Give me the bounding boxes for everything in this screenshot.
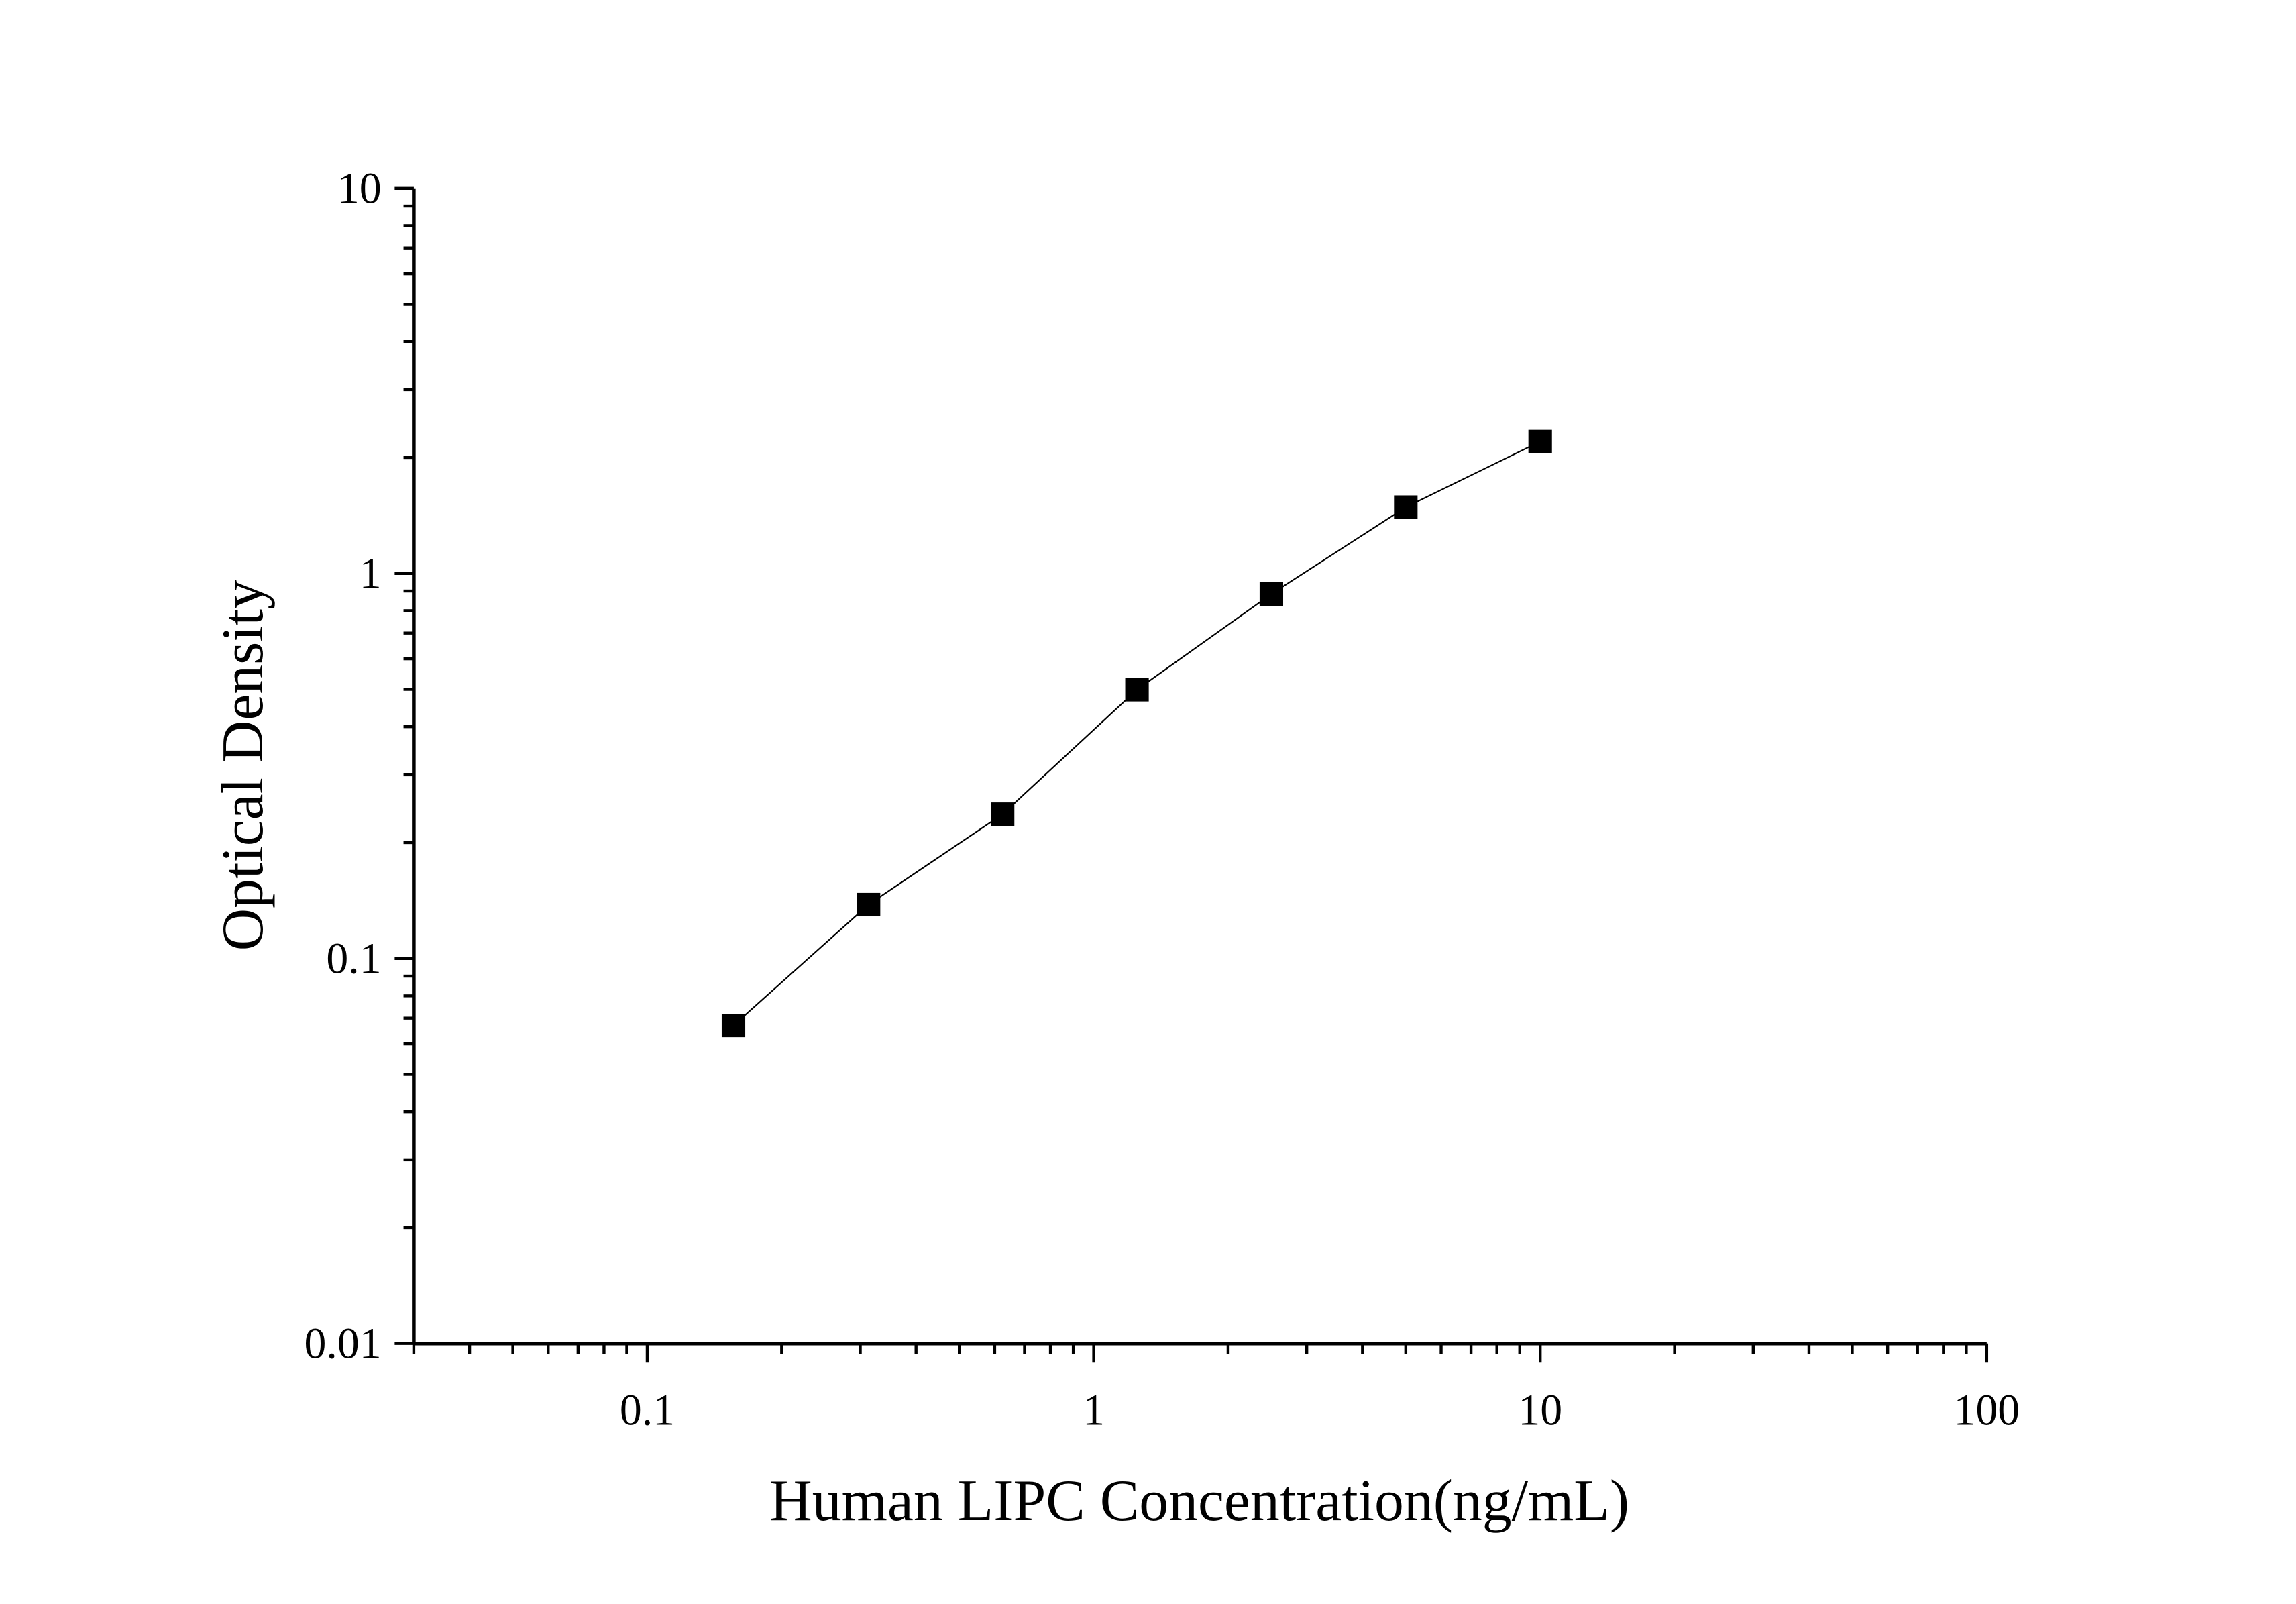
y-axis-label: Optical Density xyxy=(210,580,275,951)
tick-labels: 0.1 1 10 100 0.01 0.1 1 10 xyxy=(304,164,2020,1435)
y-tick-label: 0.1 xyxy=(326,934,381,983)
x-axis-label: Human LIPC Concentration(ng/mL) xyxy=(769,1468,1629,1533)
data-point xyxy=(857,892,881,917)
x-tick-label: 0.1 xyxy=(620,1385,675,1434)
data-point xyxy=(991,802,1015,826)
x-tick-label: 10 xyxy=(1518,1385,1562,1434)
x-tick-label: 1 xyxy=(1083,1385,1105,1434)
y-tick-label: 0.01 xyxy=(304,1320,381,1369)
data-points xyxy=(721,429,1552,1038)
x-tick-label: 100 xyxy=(1953,1385,2020,1434)
data-point xyxy=(1394,495,1418,519)
axes xyxy=(394,186,1989,1363)
data-point xyxy=(1259,582,1284,606)
data-point xyxy=(721,1014,746,1038)
y-tick-label: 1 xyxy=(360,549,382,598)
series-line xyxy=(732,441,1541,1026)
y-tick-label: 10 xyxy=(337,164,382,213)
data-point xyxy=(1125,678,1149,702)
data-point xyxy=(1528,429,1552,453)
